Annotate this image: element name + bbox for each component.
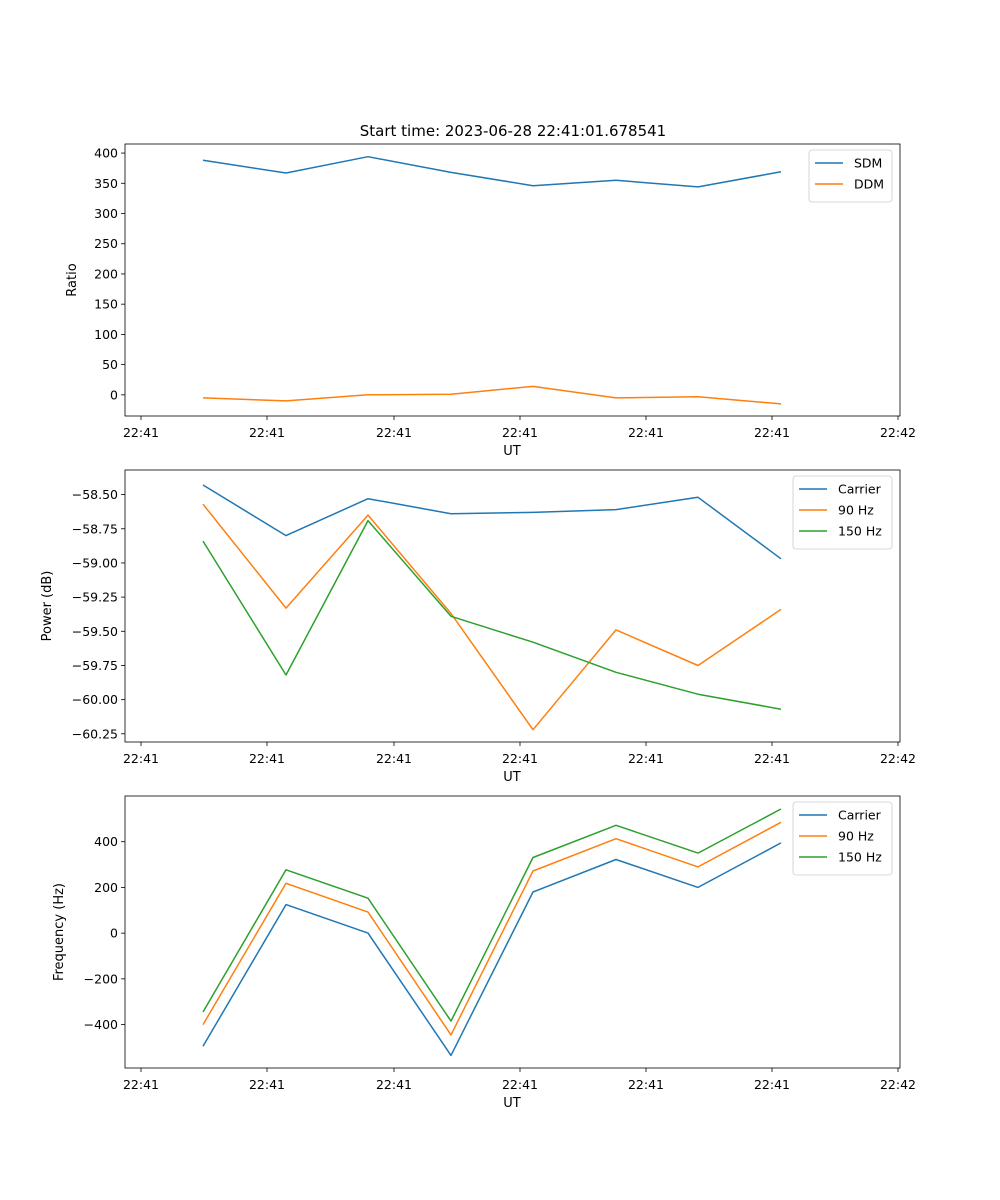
legend-label: Carrier [838, 482, 882, 497]
y-tick-label: 350 [94, 176, 118, 191]
x-tick-label: 22:41 [628, 751, 664, 766]
y-tick-label: −59.75 [72, 658, 118, 673]
x-axis-label: UT [503, 770, 521, 785]
legend-label: SDM [854, 156, 882, 171]
figure-title: Start time: 2023-06-28 22:41:01.678541 [360, 122, 666, 140]
series-line-150-hz [202, 519, 782, 710]
x-tick-label: 22:42 [880, 425, 916, 440]
x-tick-label: 22:41 [249, 751, 285, 766]
y-tick-label: −200 [84, 971, 118, 986]
plot-frame [124, 469, 901, 743]
x-tick-label: 22:41 [249, 1077, 285, 1092]
y-tick-label: −59.00 [72, 555, 118, 570]
y-tick-label: 50 [102, 357, 118, 372]
x-tick-label: 22:42 [880, 1077, 916, 1092]
legend-label: 150 Hz [838, 524, 882, 539]
plot-frame [124, 795, 901, 1069]
y-tick-label: 100 [94, 327, 118, 342]
y-tick-label: 200 [94, 266, 118, 281]
x-tick-label: 22:41 [376, 1077, 412, 1092]
x-tick-label: 22:41 [628, 1077, 664, 1092]
y-tick-label: 250 [94, 236, 118, 251]
x-tick-label: 22:41 [628, 425, 664, 440]
y-tick-label: −60.25 [72, 726, 118, 741]
x-tick-label: 22:41 [376, 751, 412, 766]
y-tick-label: 300 [94, 206, 118, 221]
legend-label: 150 Hz [838, 850, 882, 865]
x-tick-label: 22:41 [754, 751, 790, 766]
series-line-90-hz [202, 503, 782, 731]
x-tick-label: 22:41 [502, 425, 538, 440]
y-axis-label: Frequency (Hz) [52, 883, 67, 981]
y-tick-label: −58.75 [72, 521, 118, 536]
legend: Carrier 90 Hz 150 Hz [792, 801, 893, 876]
y-tick-label: −400 [84, 1017, 118, 1032]
legend: Carrier 90 Hz 150 Hz [792, 475, 893, 550]
x-tick-label: 22:41 [376, 425, 412, 440]
y-tick-label: 200 [94, 880, 118, 895]
panel-1: 0 50 100 150 200 250 300 350 400 22:41 22:41 22:41 2… [65, 143, 916, 459]
series-line-ddm [202, 385, 782, 405]
y-tick-label: 0 [110, 387, 118, 402]
x-tick-label: 22:41 [754, 1077, 790, 1092]
y-tick-label: 0 [110, 926, 118, 941]
y-tick-label: −58.50 [72, 487, 118, 502]
x-tick-label: 22:42 [880, 751, 916, 766]
series-line-sdm [202, 155, 782, 188]
legend-label: DDM [854, 177, 884, 192]
x-tick-label: 22:41 [502, 1077, 538, 1092]
panel-3: −400 −200 0 200 400 22:41 22:41 22:41 22:41 22:41… [52, 795, 916, 1111]
x-tick-label: 22:41 [249, 425, 285, 440]
legend-label: 90 Hz [838, 503, 874, 518]
series-line-150-hz [202, 808, 782, 1022]
y-tick-label: 150 [94, 297, 118, 312]
x-tick-label: 22:41 [123, 425, 159, 440]
y-axis-label: Ratio [65, 263, 80, 296]
panel-2: −60.25 −60.00 −59.75 −59.50 −59.25 −59.00 −58.… [40, 469, 916, 785]
y-tick-label: 400 [94, 834, 118, 849]
legend: SDM DDM [808, 149, 893, 203]
y-tick-label: −60.00 [72, 692, 118, 707]
y-axis-label: Power (dB) [40, 571, 55, 642]
plot-frame [124, 143, 901, 417]
x-tick-label: 22:41 [754, 425, 790, 440]
series-line-carrier [202, 842, 782, 1057]
series-line-90-hz [202, 821, 782, 1036]
x-tick-label: 22:41 [502, 751, 538, 766]
y-tick-label: 400 [94, 146, 118, 161]
x-tick-label: 22:41 [123, 1077, 159, 1092]
series-line-carrier [202, 484, 782, 560]
legend-label: 90 Hz [838, 829, 874, 844]
legend-label: Carrier [838, 808, 882, 823]
x-axis-label: UT [503, 444, 521, 459]
y-tick-label: −59.50 [72, 624, 118, 639]
y-tick-label: −59.25 [72, 590, 118, 605]
x-axis-label: UT [503, 1096, 521, 1111]
x-tick-label: 22:41 [123, 751, 159, 766]
